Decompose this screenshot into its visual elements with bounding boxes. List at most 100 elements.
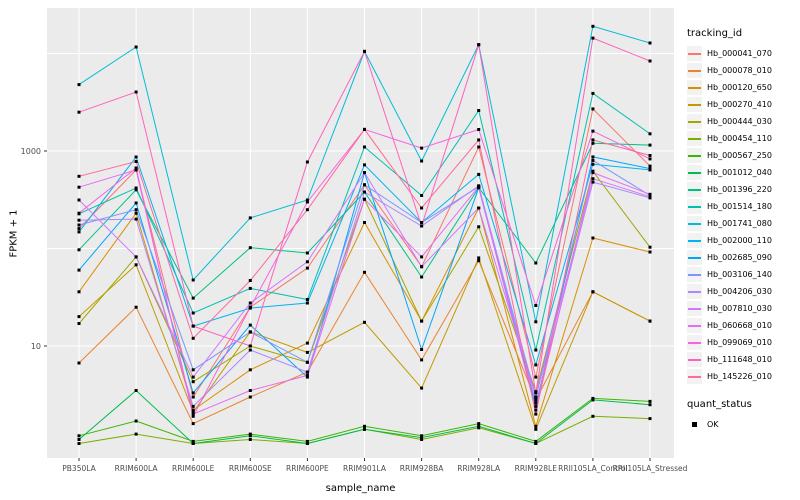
data-points: [77, 24, 652, 445]
x-tick-label: RRIM928LE: [515, 464, 558, 473]
legend-key-line-icon: [688, 308, 701, 310]
legend-key-swatch: [687, 369, 702, 384]
legend-item-label: Hb_000078_010: [707, 66, 772, 75]
legend-item-label: OK: [707, 420, 719, 429]
legend-key-line-icon: [688, 172, 701, 174]
legend: tracking_id Hb_000041_070 Hb_000078_010 Hb…: [687, 28, 799, 433]
legend-key-line-icon: [688, 257, 701, 259]
legend-key-line-icon: [688, 104, 701, 106]
y-axis-title: FPKM + 1: [8, 209, 20, 258]
x-axis-title: sample_name: [325, 483, 396, 494]
legend-key-line-icon: [688, 87, 701, 89]
legend-item-label: Hb_003106_140: [707, 270, 772, 279]
legend-key-line-icon: [688, 240, 701, 242]
legend-item-label: Hb_145226_010: [707, 372, 772, 381]
legend-item-Hb_001396_220: Hb_001396_220: [687, 181, 799, 198]
legend2-items: OK: [687, 416, 799, 433]
legend-key-swatch: [687, 46, 702, 61]
legend-key-line-icon: [688, 291, 701, 293]
x-tick-label: RRIM600SE: [229, 464, 272, 473]
legend-item-Hb_111648_010: Hb_111648_010: [687, 351, 799, 368]
legend-item-Hb_002000_110: Hb_002000_110: [687, 232, 799, 249]
legend-item-label: Hb_004206_030: [707, 287, 772, 296]
legend-item-Hb_004206_030: Hb_004206_030: [687, 283, 799, 300]
axes: 10 1000 PB350LA RRIM600LA RRIM600LE RRIM600SE…: [21, 147, 688, 473]
y-tick-label: 10: [31, 342, 41, 351]
legend-items: Hb_000041_070 Hb_000078_010 Hb_000120_650 H…: [687, 45, 799, 385]
legend-key-swatch: [687, 284, 702, 299]
legend-quant-status: quant_status OK: [687, 399, 799, 433]
x-tick-label: RRIM901LA: [343, 464, 387, 473]
legend-item-Hb_001012_040: Hb_001012_040: [687, 164, 799, 181]
legend-key-line-icon: [688, 274, 701, 276]
legend-key-line-icon: [688, 155, 701, 157]
legend-key-swatch: [687, 165, 702, 180]
x-tick-label: RRIM928BA: [400, 464, 445, 473]
legend-key-line-icon: [688, 189, 701, 191]
x-tick-label: PB350LA: [62, 464, 96, 473]
legend-item-label: Hb_000444_030: [707, 117, 772, 126]
legend-key-line-icon: [688, 206, 701, 208]
legend-item-Hb_000270_410: Hb_000270_410: [687, 96, 799, 113]
x-tick-label: RRIM600LE: [172, 464, 215, 473]
legend-item-label: Hb_000120_650: [707, 83, 772, 92]
legend-key-swatch: [687, 233, 702, 248]
legend-title-quant-status: quant_status: [687, 399, 752, 410]
legend-key-swatch: [687, 199, 702, 214]
x-tick-label: RRIM600PE: [286, 464, 329, 473]
legend-item-label: Hb_000454_110: [707, 134, 772, 143]
legend-item-label: Hb_002685_090: [707, 253, 772, 262]
x-tick-label: RRIM928LA: [457, 464, 501, 473]
legend-title-tracking-id: tracking_id: [687, 28, 743, 39]
legend-key-swatch: [687, 216, 702, 231]
legend-item-Hb_000041_070: Hb_000041_070: [687, 45, 799, 62]
legend-key-swatch: [687, 267, 702, 282]
legend-item-label: Hb_001396_220: [707, 185, 772, 194]
legend-key-swatch: [687, 63, 702, 78]
legend-item-label: Hb_000041_070: [707, 49, 772, 58]
legend-item-Hb_000078_010: Hb_000078_010: [687, 62, 799, 79]
quant-status-square-icon: [692, 422, 697, 427]
legend-item-label: Hb_111648_010: [707, 355, 772, 364]
gridlines: [47, 8, 674, 458]
legend-key-line-icon: [688, 376, 701, 378]
legend-item-Hb_099069_010: Hb_099069_010: [687, 334, 799, 351]
legend-item-Hb_003106_140: Hb_003106_140: [687, 266, 799, 283]
legend-item-Hb_000454_110: Hb_000454_110: [687, 130, 799, 147]
legend-key-line-icon: [688, 223, 701, 225]
legend-key-swatch: [687, 301, 702, 316]
y-tick-label: 1000: [21, 147, 41, 156]
legend-key-line-icon: [688, 325, 701, 327]
legend-item-Hb_000120_650: Hb_000120_650: [687, 79, 799, 96]
x-tick-label: RRII105LA_Control: [558, 464, 628, 473]
legend-item-quant-OK: OK: [687, 416, 799, 433]
legend-key-swatch: [687, 417, 702, 432]
legend-key-swatch: [687, 114, 702, 129]
legend-key-line-icon: [688, 70, 701, 72]
legend-key-line-icon: [688, 359, 701, 361]
legend-key-swatch: [687, 352, 702, 367]
legend-item-Hb_060668_010: Hb_060668_010: [687, 317, 799, 334]
legend-item-label: Hb_060668_010: [707, 321, 772, 330]
legend-key-swatch: [687, 97, 702, 112]
legend-item-Hb_002685_090: Hb_002685_090: [687, 249, 799, 266]
legend-key-swatch: [687, 182, 702, 197]
legend-key-swatch: [687, 131, 702, 146]
legend-key-line-icon: [688, 138, 701, 140]
legend-item-label: Hb_001514_180: [707, 202, 772, 211]
legend-item-Hb_000444_030: Hb_000444_030: [687, 113, 799, 130]
legend-item-label: Hb_001741_080: [707, 219, 772, 228]
legend-item-Hb_001514_180: Hb_001514_180: [687, 198, 799, 215]
legend-item-Hb_001741_080: Hb_001741_080: [687, 215, 799, 232]
legend-key-line-icon: [688, 121, 701, 123]
legend-key-swatch: [687, 80, 702, 95]
legend-key-line-icon: [688, 53, 701, 55]
legend-key-line-icon: [688, 342, 701, 344]
legend-item-label: Hb_007810_030: [707, 304, 772, 313]
legend-item-Hb_145226_010: Hb_145226_010: [687, 368, 799, 385]
x-tick-label: RRII105LA_Stressed: [613, 464, 688, 473]
legend-item-label: Hb_002000_110: [707, 236, 772, 245]
legend-item-Hb_007810_030: Hb_007810_030: [687, 300, 799, 317]
legend-key-swatch: [687, 148, 702, 163]
